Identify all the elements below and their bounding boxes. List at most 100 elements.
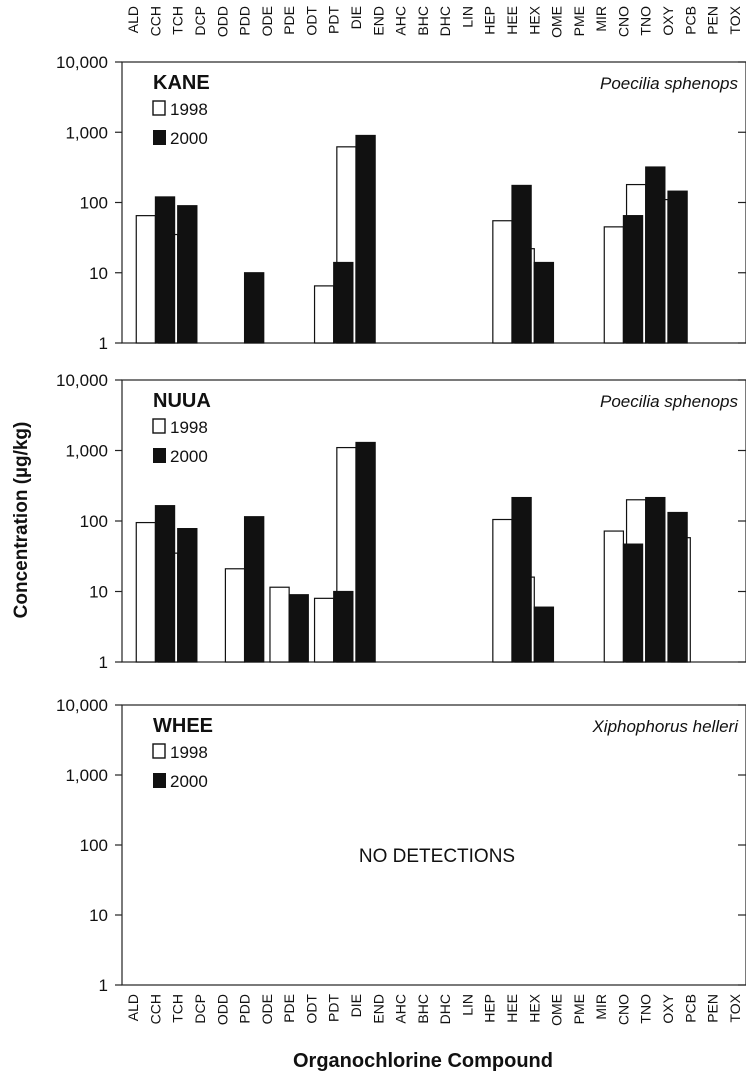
legend: 1998 2000	[152, 743, 208, 791]
compound-label: HEP	[482, 6, 498, 35]
compound-label: HEP	[482, 994, 498, 1023]
compound-label: ODT	[303, 6, 319, 36]
y-tick-label: 100	[80, 512, 108, 531]
compound-label: CNO	[615, 6, 631, 37]
y-ticks: 1 10 100 1,000 10,000	[56, 696, 746, 995]
compound-label: CCH	[147, 994, 163, 1024]
panel-title: WHEE	[153, 715, 213, 737]
compound-label: DIE	[348, 6, 364, 29]
y-tick-label: 100	[80, 194, 108, 213]
y-tick-label: 1,000	[65, 123, 108, 142]
compound-label: END	[370, 994, 386, 1024]
top-compound-labels: ALD CCH TCH DCP ODD PDD ODE PDE ODT PDT DIE END AHC B…	[125, 5, 743, 38]
compound-label: ODD	[214, 6, 230, 37]
compound-label: CCH	[147, 6, 163, 36]
bar-2000-oxy	[667, 190, 688, 344]
compound-label: MIR	[593, 994, 609, 1020]
compound-label: PDD	[237, 6, 253, 36]
bar-1998-pdd	[224, 568, 246, 663]
bar-2000-hee	[511, 184, 532, 344]
compound-label: PEN	[705, 6, 721, 35]
compound-label: TNO	[638, 994, 654, 1024]
panel-species: Xiphophorus helleri	[591, 717, 739, 736]
y-tick-label: 10,000	[56, 696, 108, 715]
legend-2000-label: 2000	[170, 772, 208, 791]
legend-2000-swatch	[153, 773, 166, 788]
compound-label: ODT	[303, 994, 319, 1024]
compound-label: DIE	[348, 994, 364, 1017]
y-tick-label: 1	[99, 976, 108, 995]
legend-2000-swatch	[153, 448, 166, 463]
bar-2000-pde	[288, 594, 309, 663]
legend-1998-label: 1998	[170, 100, 208, 119]
y-ticks: 1 10 100 1,000 10,000	[56, 53, 746, 353]
compound-label: AHC	[393, 6, 409, 36]
compound-label: OXY	[660, 5, 676, 35]
compound-label: AHC	[393, 994, 409, 1024]
legend-1998-swatch	[152, 100, 166, 116]
bar-2000-die	[355, 134, 376, 344]
legend-1998-label: 1998	[170, 743, 208, 762]
compound-label: DHC	[437, 994, 453, 1024]
compound-label: CNO	[615, 994, 631, 1025]
legend: 1998 2000	[152, 418, 208, 466]
bar-1998-pdt	[313, 597, 335, 663]
y-tick-label: 10	[89, 906, 108, 925]
bar-1998-cno	[603, 530, 625, 663]
compound-label: HEE	[504, 994, 520, 1023]
bar-2000-cno	[622, 215, 644, 344]
bar-1998-pde	[269, 586, 290, 663]
bar-2000-pdt	[333, 261, 354, 344]
compound-label: ALD	[125, 994, 141, 1021]
legend-1998-swatch	[152, 743, 166, 759]
legend-2000-label: 2000	[170, 129, 208, 148]
no-detections-note: NO DETECTIONS	[359, 846, 515, 867]
compound-label: BHC	[415, 6, 431, 36]
compound-label: PCB	[682, 994, 698, 1023]
bar-1998-cch	[135, 521, 157, 663]
bars	[135, 134, 688, 344]
y-tick-label: 10,000	[56, 371, 108, 390]
compound-label: OME	[549, 994, 565, 1026]
y-tick-label: 1,000	[65, 442, 108, 461]
bar-1998-hee	[492, 220, 513, 344]
legend: 1998 2000	[152, 100, 208, 148]
y-tick-label: 1	[99, 653, 108, 672]
compound-label: OME	[549, 6, 565, 38]
bar-2000-tno	[645, 496, 666, 663]
y-tick-label: 10	[89, 264, 108, 283]
x-axis-label: Organochlorine Compound	[293, 1050, 553, 1072]
compound-label: HEX	[526, 5, 542, 34]
compound-label: DCP	[192, 6, 208, 36]
compound-label: HEX	[526, 993, 542, 1022]
bar-2000-pdd	[243, 516, 265, 663]
panel-species: Poecilia sphenops	[600, 392, 738, 411]
bar-2000-hex	[533, 606, 555, 663]
panel-species: Poecilia sphenops	[600, 74, 738, 93]
compound-label: END	[370, 6, 386, 36]
bar-1998-cch	[135, 215, 157, 344]
compound-label: ALD	[125, 6, 141, 33]
compound-label: TOX	[727, 993, 743, 1022]
bar-2000-pdd	[243, 272, 265, 344]
bar-2000-pdt	[333, 590, 354, 663]
y-tick-label: 1,000	[65, 766, 108, 785]
bar-2000-cno	[622, 543, 644, 663]
compound-label: PDD	[237, 994, 253, 1024]
compound-label: TCH	[170, 6, 186, 35]
compound-label: HEE	[504, 6, 520, 35]
bar-1998-hee	[492, 518, 513, 663]
bar-2000-hee	[511, 496, 532, 663]
bar-2000-hex	[533, 261, 555, 344]
compound-label: PDT	[326, 994, 342, 1022]
panel-whee: 1 10 100 1,000 10,000 WHEE Xiphophorus helle…	[56, 696, 746, 995]
bar-2000-die	[355, 441, 376, 663]
bar-1998-pdt	[313, 285, 335, 344]
compound-label: MIR	[593, 6, 609, 32]
compound-label: ODE	[259, 6, 275, 36]
compound-label: LIN	[459, 6, 475, 28]
bar-2000-tch	[177, 528, 198, 663]
bar-2000-oxy	[667, 511, 688, 663]
bars	[135, 441, 691, 663]
compound-label: OXY	[660, 993, 676, 1023]
